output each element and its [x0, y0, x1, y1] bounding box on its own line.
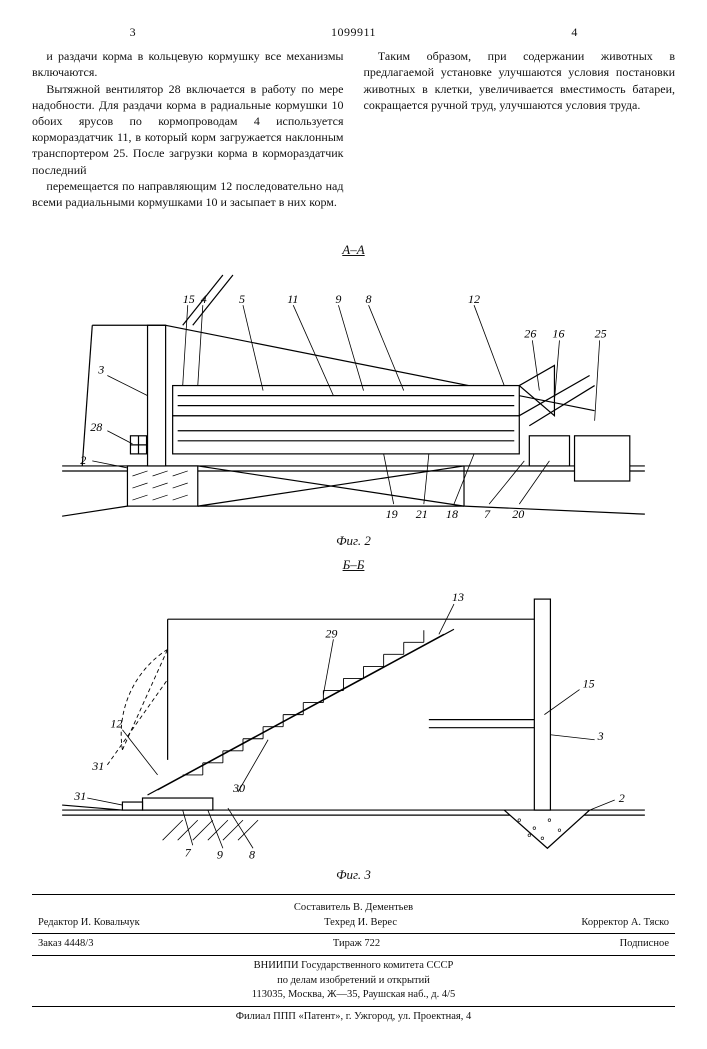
- order: Заказ 4448/3: [38, 937, 93, 952]
- para-1: и раздачи корма в кольцевую кормушку все…: [32, 48, 344, 80]
- para-3: перемещается по направляющим 12 последов…: [32, 178, 344, 210]
- fig2-svg: 15 4 5 11 9 8 12 26 16 25 3 28 2 19 21 1…: [32, 265, 675, 526]
- para-4: Таким образом, при содержании животных в…: [364, 48, 676, 113]
- svg-text:12: 12: [110, 717, 122, 731]
- svg-text:4: 4: [201, 292, 207, 306]
- fig3-svg: 13 29 15 12 31 30 3 2 7 9 8 31: [32, 579, 675, 860]
- svg-text:8: 8: [249, 847, 255, 860]
- document-id: 1099911: [331, 24, 376, 40]
- svg-text:9: 9: [217, 847, 223, 860]
- fig3-section-label: Б–Б: [32, 556, 675, 574]
- svg-text:18: 18: [446, 507, 458, 521]
- fig2-caption: Фиг. 2: [32, 532, 675, 550]
- svg-text:15: 15: [183, 292, 195, 306]
- svg-text:3: 3: [97, 362, 104, 376]
- colophon: Составитель В. Дементьев Редактор И. Ков…: [32, 894, 675, 1025]
- svg-text:29: 29: [325, 626, 337, 640]
- svg-text:7: 7: [185, 845, 192, 859]
- svg-text:25: 25: [595, 326, 607, 340]
- svg-text:12: 12: [468, 292, 480, 306]
- fig2-section-label: А–А: [32, 241, 675, 259]
- svg-text:15: 15: [583, 677, 595, 691]
- para-2: Вытяжной вентилятор 28 включается в рабо…: [32, 81, 344, 178]
- figure-3: 13 29 15 12 31 30 3 2 7 9 8 31: [32, 579, 675, 860]
- org-line-1: ВНИИПИ Государственного комитета СССР: [32, 959, 675, 974]
- corrector: Корректор А. Тяско: [581, 916, 669, 931]
- body-text: и раздачи корма в кольцевую кормушку все…: [32, 48, 675, 223]
- svg-text:5: 5: [239, 292, 245, 306]
- svg-text:2: 2: [619, 791, 625, 805]
- col-num-right: 4: [571, 24, 577, 40]
- addr-2: Филиал ППП «Патент», г. Ужгород, ул. Про…: [32, 1010, 675, 1025]
- col-num-left: 3: [130, 24, 136, 40]
- svg-text:8: 8: [366, 292, 372, 306]
- svg-text:26: 26: [524, 326, 536, 340]
- svg-text:28: 28: [90, 420, 102, 434]
- svg-text:31: 31: [73, 789, 86, 803]
- svg-text:31: 31: [91, 759, 104, 773]
- figure-2: 15 4 5 11 9 8 12 26 16 25 3 28 2 19 21 1…: [32, 265, 675, 526]
- podpisnoe: Подписное: [620, 937, 669, 952]
- svg-text:30: 30: [232, 781, 245, 795]
- svg-text:16: 16: [552, 326, 564, 340]
- addr-1: 113035, Москва, Ж—35, Раушская наб., д. …: [32, 988, 675, 1003]
- org-line-2: по делам изобретений и открытий: [32, 974, 675, 989]
- header-row: 3 1099911 4: [32, 24, 675, 40]
- svg-text:11: 11: [287, 292, 298, 306]
- compiler: Составитель В. Дементьев: [32, 901, 675, 916]
- tehred: Техред И. Верес: [324, 916, 397, 931]
- svg-text:2: 2: [80, 453, 86, 467]
- svg-text:19: 19: [386, 507, 398, 521]
- svg-text:20: 20: [512, 507, 524, 521]
- tirazh: Тираж 722: [333, 937, 380, 952]
- svg-text:13: 13: [452, 590, 464, 604]
- fig3-caption: Фиг. 3: [32, 866, 675, 884]
- svg-text:9: 9: [335, 292, 341, 306]
- svg-text:21: 21: [416, 507, 428, 521]
- svg-text:7: 7: [484, 507, 491, 521]
- svg-text:3: 3: [597, 729, 604, 743]
- editor: Редактор И. Ковальчук: [38, 916, 140, 931]
